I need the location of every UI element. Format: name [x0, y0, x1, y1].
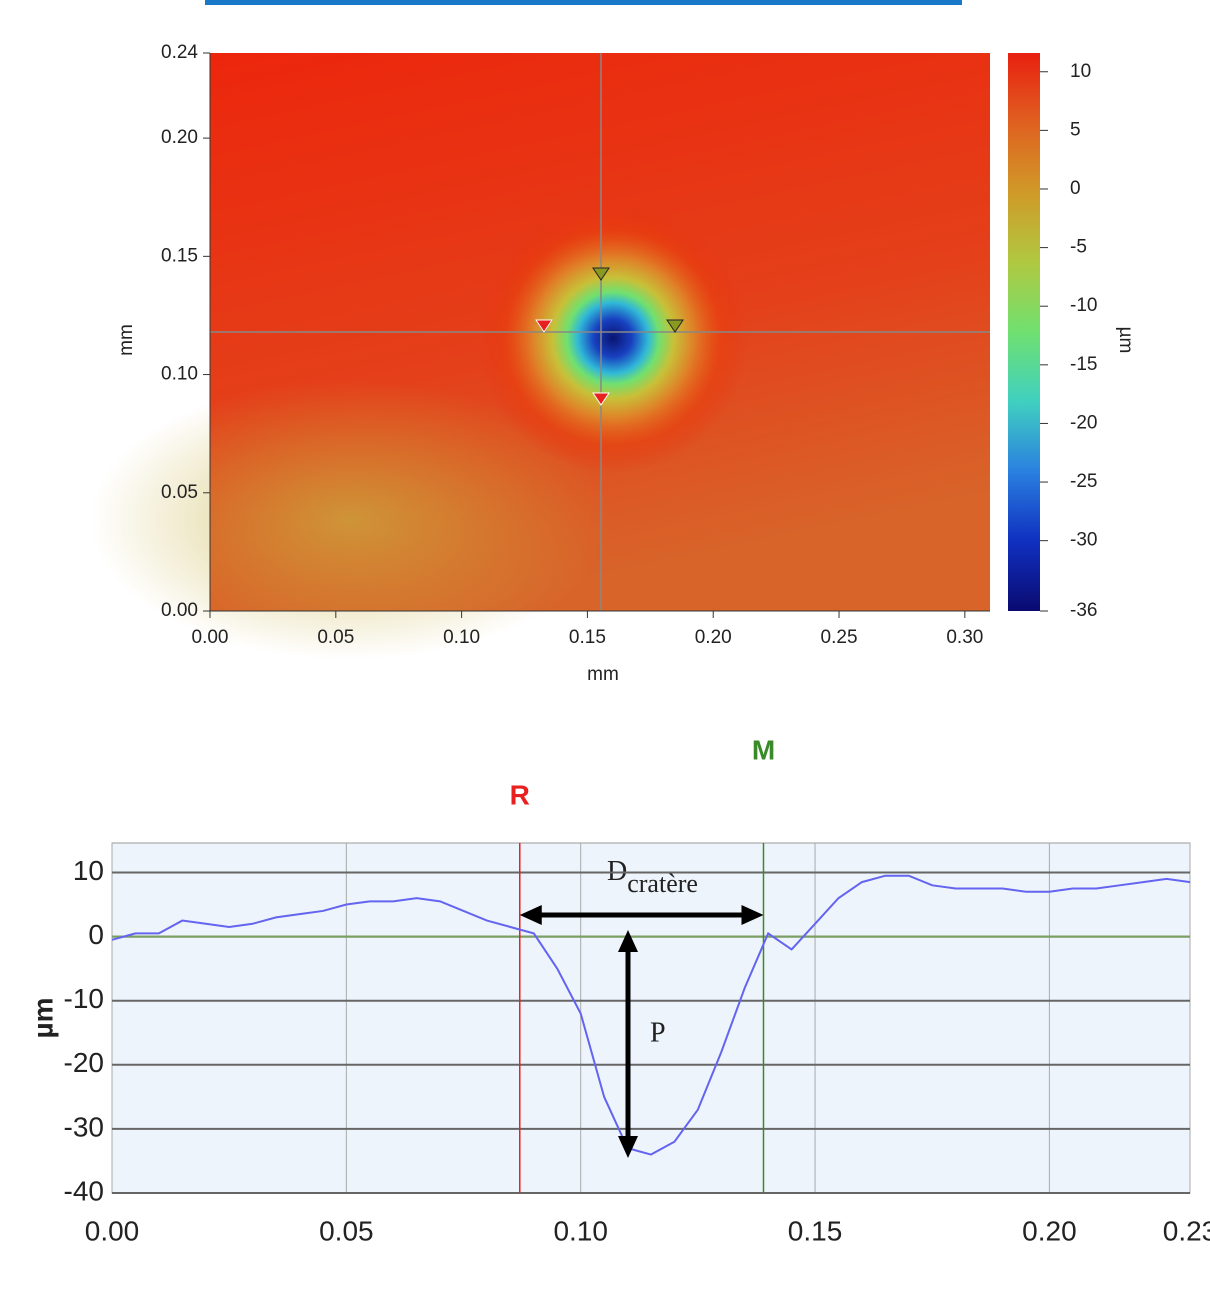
x-tick-label: 0.23 — [1163, 1215, 1210, 1246]
colorbar-tick-label: -25 — [1070, 471, 1097, 492]
x-tick-label: 0.00 — [192, 627, 229, 648]
annotation: P — [650, 1017, 666, 1048]
colorbar-label: µm — [1115, 327, 1136, 354]
x-tick-label: 0.25 — [821, 627, 858, 648]
y-tick-label: 0.10 — [161, 364, 198, 385]
colorbar-tick-label: -10 — [1070, 295, 1097, 316]
profile-chart: µm Dcratère P 0.00 0.05 0.10 0.15 0.20 0.2310… — [27, 734, 1210, 1246]
heatmap-chart: mm mm µm 0.00 0.05 0.10 0.15 0.20 0.25 0.30 0.0… — [90, 42, 1136, 685]
x-tick-label: 0.20 — [1022, 1215, 1077, 1246]
x-tick-label: 0.05 — [317, 627, 354, 648]
annotation-subscript: cratère — [627, 869, 698, 898]
colorbar-tick-label: 0 — [1070, 178, 1081, 199]
y-tick-label: -20 — [64, 1047, 104, 1078]
colorbar — [1008, 53, 1040, 611]
x-tick-label: 0.00 — [85, 1215, 140, 1246]
y-tick-label: 0.15 — [161, 245, 198, 266]
x-tick-label: 0.30 — [946, 627, 983, 648]
x-axis-label: mm — [587, 664, 619, 685]
x-tick-label: 0.10 — [553, 1215, 608, 1246]
y-axis-label: mm — [116, 324, 137, 356]
plot-area — [111, 842, 1191, 1194]
y-tick-label: -10 — [64, 983, 104, 1014]
y-tick-label: 0.00 — [161, 600, 198, 621]
y-tick-label: -40 — [64, 1175, 104, 1206]
x-tick-label: 0.20 — [695, 627, 732, 648]
cursor-label: M — [752, 734, 775, 765]
x-tick-label: 0.10 — [443, 627, 480, 648]
y-tick-label: 0 — [88, 919, 104, 950]
profile-line — [111, 874, 1191, 1156]
x-tick-label: 0.05 — [319, 1215, 374, 1246]
colorbar-tick-label: -30 — [1070, 530, 1097, 551]
colorbar-tick-label: 10 — [1070, 61, 1091, 82]
cursor-marker — [535, 319, 610, 406]
colorbar-tick-label: -15 — [1070, 354, 1097, 375]
x-tick-label: 0.15 — [569, 627, 606, 648]
y-tick-label: 0.20 — [161, 127, 198, 148]
colorbar-tick-label: -36 — [1070, 600, 1097, 621]
y-tick-label: 0.24 — [161, 42, 198, 63]
y-tick-label: 0.05 — [161, 482, 198, 503]
colorbar-tick-label: -5 — [1070, 237, 1087, 258]
y-axis-label: µm — [27, 997, 58, 1038]
colorbar-tick-label: -20 — [1070, 412, 1097, 433]
cursor-label: R — [510, 779, 530, 810]
y-tick-label: 10 — [73, 855, 104, 886]
y-tick-label: -30 — [64, 1111, 104, 1142]
colorbar-tick-label: 5 — [1070, 119, 1081, 140]
x-tick-label: 0.15 — [788, 1215, 843, 1246]
banner-line — [205, 0, 962, 5]
